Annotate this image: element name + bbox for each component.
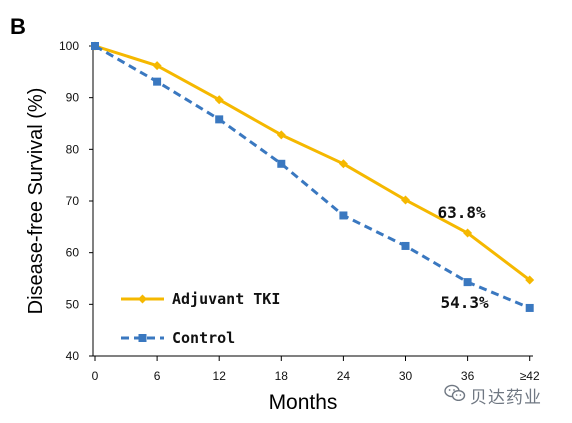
y-tick-label: 60	[66, 246, 80, 260]
y-tick-label: 40	[66, 349, 80, 363]
x-tick-label: 24	[337, 369, 351, 383]
data-point-control	[153, 77, 162, 86]
data-point-adjuvant-tki	[463, 228, 473, 238]
data-point-control	[91, 42, 99, 50]
x-tick-label: 30	[399, 369, 413, 383]
data-point-control	[339, 211, 348, 220]
legend: Adjuvant TKI Control	[121, 290, 280, 347]
data-point-control	[401, 241, 410, 250]
y-tick-label: 80	[66, 142, 80, 156]
x-tick-label: 18	[275, 369, 289, 383]
series-line-control	[94, 44, 531, 310]
legend-label: Adjuvant TKI	[172, 290, 280, 308]
wechat-logo-icon	[444, 384, 466, 402]
legend-marker	[138, 294, 147, 304]
data-point-control	[463, 278, 472, 287]
watermark-text: 贝达药业	[470, 388, 542, 408]
panel-label: B	[10, 14, 26, 39]
data-point-adjuvant-tki	[401, 195, 410, 205]
data-point-control	[277, 159, 286, 168]
data-point-control	[215, 115, 224, 124]
x-tick-label: 12	[213, 369, 227, 383]
series-layer	[90, 41, 535, 312]
annotations: 63.8% 54.3%	[438, 203, 490, 312]
data-point-adjuvant-tki	[214, 95, 224, 105]
data-point-adjuvant-tki	[152, 61, 162, 71]
x-tick-label: 6	[154, 369, 161, 383]
y-tick-label: 90	[66, 91, 80, 105]
legend-marker	[138, 334, 147, 342]
y-axis-label: Disease-free Survival (%)	[25, 88, 47, 315]
data-point-adjuvant-tki	[525, 275, 535, 285]
data-annotation: 63.8%	[438, 203, 487, 222]
y-tick-label: 70	[66, 194, 80, 208]
x-tick-label: 36	[461, 369, 475, 383]
y-tick-label: 100	[59, 39, 79, 53]
x-tick-label: ≥42	[520, 369, 540, 383]
x-axis-ticks: 0 6 12 18 24 30 36 ≥42	[92, 356, 540, 383]
series-line-adjuvant-tki	[94, 44, 531, 282]
y-axis-ticks: 40 50 60 70 80 90 100	[59, 39, 93, 363]
data-point-adjuvant-tki	[276, 130, 286, 140]
x-tick-label: 0	[92, 369, 99, 383]
data-annotation: 54.3%	[441, 293, 490, 312]
data-point-adjuvant-tki	[338, 159, 348, 169]
y-tick-label: 50	[66, 297, 80, 311]
x-axis-label: Months	[269, 391, 338, 414]
data-point-control	[525, 303, 534, 312]
legend-label: Control	[172, 329, 235, 347]
